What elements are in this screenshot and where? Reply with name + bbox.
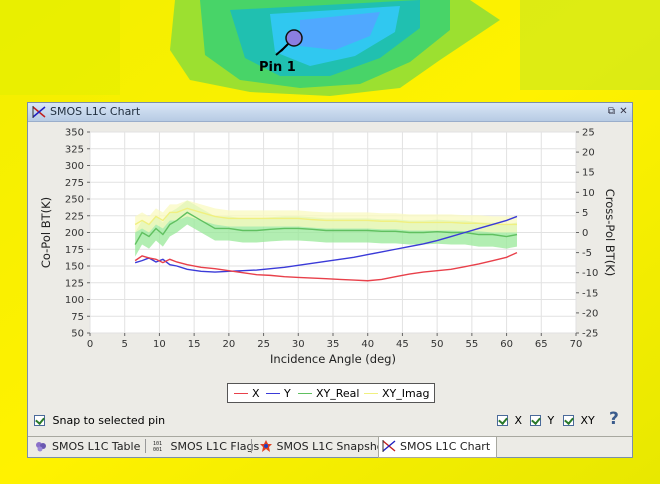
checkbox-checked-icon[interactable]: [34, 415, 45, 426]
tab-smos-l1c-flags[interactable]: 101 001 SMOS L1C Flags: [145, 437, 259, 457]
y2-tick-label: 20: [582, 148, 595, 159]
legend-swatch-x: [234, 393, 248, 394]
y-tick-label: 300: [65, 161, 84, 172]
series-line-y: [134, 215, 518, 273]
legend-swatch-xy-imag: [364, 393, 378, 394]
chart-window-icon: [32, 106, 46, 118]
y2-tick-label: -15: [582, 288, 598, 299]
y-tick-label: 200: [65, 228, 84, 239]
window-title: SMOS L1C Chart: [50, 105, 141, 118]
chart-window-icon: [382, 440, 396, 452]
y2-tick-label: 10: [582, 188, 595, 199]
x-tick-label: 60: [500, 339, 513, 350]
pin-marker-icon[interactable]: [275, 29, 303, 56]
y-tick-label: 325: [65, 144, 84, 155]
y-tick-label: 350: [65, 128, 84, 139]
y2-tick-label: 5: [582, 208, 588, 219]
y-tick-label: 150: [65, 262, 84, 273]
tab-label: SMOS L1C Flags: [170, 440, 260, 453]
show-y-checkbox[interactable]: Y: [530, 414, 554, 427]
x-tick-label: 55: [465, 339, 478, 350]
x-tick-label: 25: [257, 339, 270, 350]
tool-window-tabs: SMOS L1C Table 101 001 SMOS L1C Flags SM…: [28, 436, 632, 458]
series-band-xy-imag: [135, 200, 517, 233]
close-window-icon[interactable]: ✕: [619, 106, 628, 117]
x-tick-label: 15: [188, 339, 201, 350]
checkbox-checked-icon[interactable]: [530, 415, 541, 426]
chart-window: SMOS L1C Chart ⧉ ✕ 0 5 10 15 20 25 30 35 40 45 50 5…: [27, 102, 633, 458]
y2-tick-label: 15: [582, 168, 595, 179]
tab-label: SMOS L1C Chart: [400, 440, 491, 453]
y-tick-label: 250: [65, 195, 84, 206]
snap-to-pin-label: Snap to selected pin: [52, 414, 166, 427]
y-tick-label: 125: [65, 278, 84, 289]
snapshot-star-icon: [259, 440, 272, 452]
x-tick-label: 35: [327, 339, 340, 350]
tab-smos-l1c-snapshot[interactable]: SMOS L1C Snapshot: [251, 437, 388, 457]
x-tick-label: 0: [87, 339, 93, 350]
x-tick-label: 40: [361, 339, 374, 350]
help-icon[interactable]: ?: [609, 409, 619, 429]
y2-axis-label: Cross-Pol BT(K): [603, 189, 617, 277]
show-x-checkbox[interactable]: X: [497, 414, 522, 427]
restore-window-icon[interactable]: ⧉: [607, 106, 616, 117]
x-tick-label: 70: [570, 339, 583, 350]
legend-label-xy-real: XY_Real: [316, 387, 360, 400]
y2-tick-label: 25: [582, 128, 595, 139]
y-axis-label: Co-Pol BT(K): [39, 197, 53, 268]
x-tick-label: 45: [396, 339, 409, 350]
legend-label-y: Y: [284, 387, 291, 400]
legend-label-xy-imag: XY_Imag: [382, 387, 430, 400]
y2-tick-label: -5: [582, 248, 592, 259]
y2-tick-label: -25: [582, 329, 598, 340]
show-x-label: X: [514, 414, 523, 427]
snap-to-pin-checkbox[interactable]: Snap to selected pin: [34, 414, 165, 427]
pin-label: Pin 1: [259, 60, 296, 75]
window-titlebar[interactable]: SMOS L1C Chart ⧉ ✕: [28, 103, 632, 122]
tab-label: SMOS L1C Table: [52, 440, 141, 453]
checkbox-checked-icon[interactable]: [563, 415, 574, 426]
tab-smos-l1c-table[interactable]: SMOS L1C Table: [34, 437, 140, 457]
svg-text:001: 001: [153, 447, 162, 452]
series-line-x: [134, 251, 518, 282]
y2-tick-label: 0: [582, 228, 588, 239]
legend-swatch-xy-real: [298, 393, 312, 394]
chart-svg: 0 5 10 15 20 25 30 35 40 45 50 55 60 65 70507510012515…: [39, 128, 617, 367]
grapes-icon: [36, 442, 46, 452]
y-tick-label: 75: [71, 312, 84, 323]
y-tick-label: 225: [65, 211, 84, 222]
legend-swatch-y: [266, 393, 280, 394]
chart-area: 0 5 10 15 20 25 30 35 40 45 50 55 60 65 70 50 75 100 125 15…: [28, 122, 632, 392]
y2-tick-label: -20: [582, 308, 598, 319]
binary-flags-icon: 101 001: [153, 441, 162, 452]
x-tick-label: 20: [222, 339, 235, 350]
x-axis-label: Incidence Angle (deg): [270, 352, 396, 366]
tab-smos-l1c-chart[interactable]: SMOS L1C Chart: [378, 437, 498, 458]
x-tick-label: 65: [535, 339, 548, 350]
tab-label: SMOS L1C Snapshot: [276, 440, 388, 453]
y-tick-label: 50: [71, 329, 84, 340]
y-tick-label: 175: [65, 245, 84, 256]
x-tick-label: 50: [431, 339, 444, 350]
show-xy-checkbox[interactable]: XY: [563, 414, 595, 427]
x-tick-label: 5: [122, 339, 128, 350]
svg-text:101: 101: [153, 441, 162, 447]
show-xy-label: XY: [580, 414, 595, 427]
legend-label-x: X: [252, 387, 260, 400]
chart-legend: X Y XY_Real XY_Imag: [227, 383, 435, 403]
series-line-xy-imag: [134, 207, 517, 226]
y-tick-label: 100: [65, 295, 84, 306]
y2-tick-label: -10: [582, 268, 598, 279]
y-tick-label: 275: [65, 178, 84, 189]
show-y-label: Y: [547, 414, 555, 427]
series-line-xy-real: [134, 211, 518, 245]
x-tick-label: 10: [153, 339, 166, 350]
x-tick-label: 30: [292, 339, 305, 350]
checkbox-checked-icon[interactable]: [497, 415, 508, 426]
